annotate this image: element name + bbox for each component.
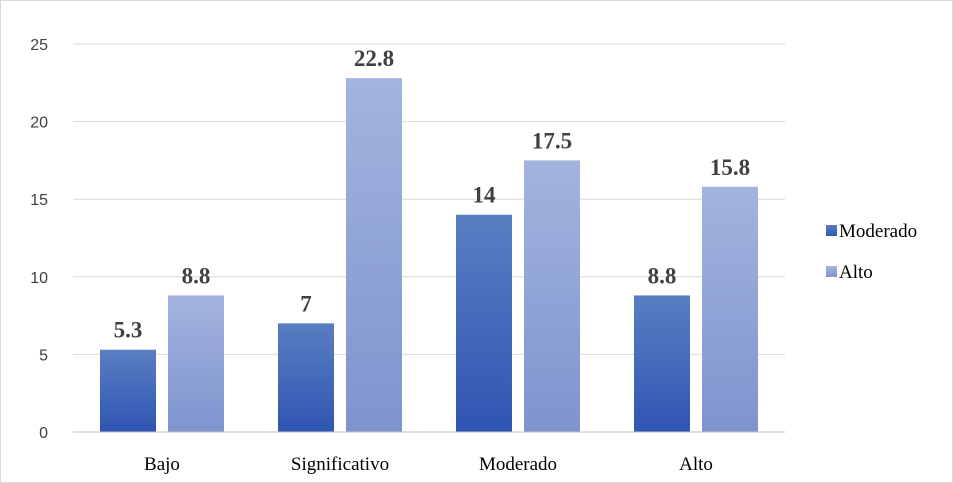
data-label: 5.3 <box>114 318 143 343</box>
bar <box>346 78 402 433</box>
bar <box>634 295 690 432</box>
y-tick-label: 20 <box>30 115 48 132</box>
bar <box>100 349 156 432</box>
legend-label: Moderado <box>839 221 917 242</box>
data-label: 15.8 <box>710 155 750 180</box>
bar <box>456 214 512 432</box>
y-tick-label: 15 <box>30 192 48 209</box>
y-tick-label: 10 <box>30 270 48 287</box>
data-label: 17.5 <box>532 128 572 153</box>
data-label: 8.8 <box>182 263 211 288</box>
bar <box>278 323 334 432</box>
legend-label: Alto <box>839 262 873 283</box>
bar <box>168 295 224 432</box>
x-tick-label: Significativo <box>291 454 389 475</box>
data-label: 8.8 <box>648 263 677 288</box>
x-tick-label: Alto <box>679 454 713 475</box>
x-tick-label: Moderado <box>479 454 557 475</box>
data-label: 7 <box>300 291 312 316</box>
data-label: 14 <box>473 183 497 208</box>
y-tick-label: 0 <box>39 425 48 442</box>
x-tick-label: Bajo <box>144 454 180 475</box>
bar <box>702 186 758 432</box>
data-label: 22.8 <box>354 46 394 71</box>
y-tick-label: 25 <box>30 37 48 54</box>
legend-swatch <box>826 225 837 236</box>
bar <box>524 160 580 432</box>
legend-swatch <box>826 266 837 277</box>
y-tick-label: 5 <box>39 347 48 364</box>
